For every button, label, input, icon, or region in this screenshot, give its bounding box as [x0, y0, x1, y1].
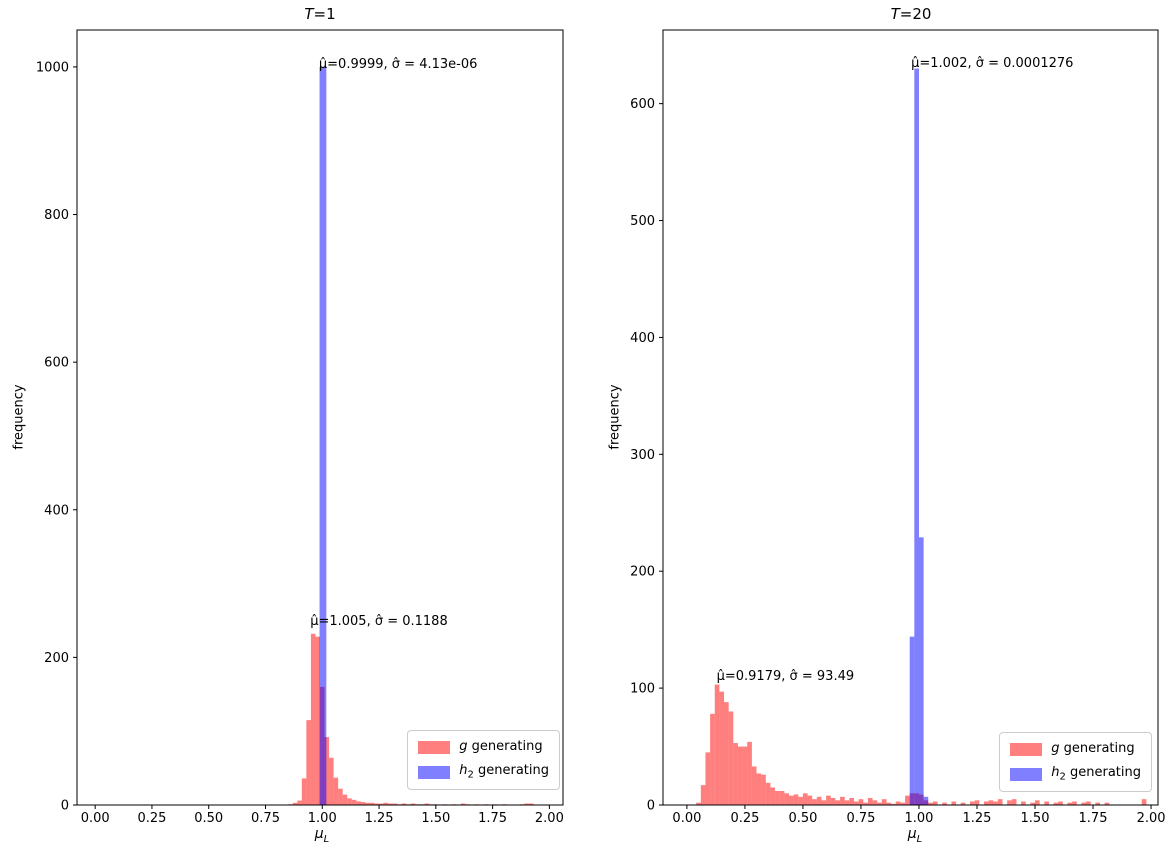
subplot-t20: 0.00 0.25 0.50 0.75 1.00 1.25 1.50 1.75 2.00 0 100…: [585, 0, 1169, 855]
svg-text:300: 300: [630, 448, 655, 463]
svg-text:500: 500: [630, 214, 655, 229]
legend-rest-g: generating: [467, 738, 543, 754]
legend-swatch-g: [418, 741, 451, 755]
plot-title: T=20: [891, 5, 932, 23]
legend-swatch-g: [1010, 743, 1043, 757]
svg-text:800: 800: [44, 208, 69, 223]
y-axis-label: frequency: [11, 384, 27, 450]
annotation-h2-stats: μ̂=1.002, σ̂ = 0.0001276: [911, 56, 1074, 72]
legend-label-g: g generating: [459, 739, 542, 757]
legend-sub-h2: 2: [467, 770, 474, 781]
legend: g generating h2 generating: [407, 729, 560, 790]
y-axis-label: frequency: [607, 384, 623, 450]
legend-rest-g: generating: [1059, 740, 1135, 756]
svg-text:1.00: 1.00: [904, 811, 933, 826]
svg-text:200: 200: [44, 651, 69, 666]
svg-text:400: 400: [630, 331, 655, 346]
annotation-g-stats: μ̂=0.9179, σ̂ = 93.49: [716, 668, 855, 684]
xlabel-symbol: μ: [314, 826, 324, 842]
axes-frame: [76, 29, 564, 806]
legend-symbol-g: g: [459, 738, 468, 754]
svg-text:0.75: 0.75: [251, 811, 280, 826]
legend-item-g-generating: g generating: [418, 739, 549, 757]
svg-text:100: 100: [630, 682, 655, 697]
x-axis-ticks: 0.00 0.25 0.50 0.75 1.00 1.25 1.50 1.75 2.00: [672, 805, 1166, 826]
bars-g-generating: [696, 684, 1147, 805]
legend-rest-h2: generating: [1065, 765, 1141, 781]
legend-swatch-h2: [1010, 767, 1043, 781]
axes-frame: [662, 29, 1159, 806]
y-axis-ticks: 0 100 200 300 400 500 600: [630, 97, 663, 814]
legend-item-h2-generating: h2 generating: [418, 763, 549, 781]
legend-sub-h2: 2: [1059, 772, 1066, 783]
histogram-canvas-t20: 0.00 0.25 0.50 0.75 1.00 1.25 1.50 1.75 2.00 0 100…: [630, 29, 1166, 826]
svg-text:1.00: 1.00: [308, 811, 337, 826]
svg-text:0.50: 0.50: [194, 811, 223, 826]
x-axis-label: μL: [315, 826, 330, 845]
xlabel-subscript: L: [323, 833, 330, 845]
svg-text:0: 0: [647, 799, 655, 814]
legend-swatch-h2: [418, 765, 451, 779]
svg-text:1.25: 1.25: [365, 811, 394, 826]
bars-h2-generating: [909, 68, 929, 805]
legend-label-h2: h2 generating: [1051, 765, 1141, 783]
svg-text:1.75: 1.75: [1079, 811, 1108, 826]
svg-text:0.25: 0.25: [730, 811, 759, 826]
title-math: T: [304, 5, 314, 23]
histogram-canvas-t1: 0.00 0.25 0.50 0.75 1.00 1.25 1.50 1.75 2.00 0 200…: [36, 29, 564, 826]
svg-text:0.75: 0.75: [846, 811, 875, 826]
bars-h2-generating: [319, 66, 327, 805]
xlabel-subscript: L: [916, 833, 923, 845]
legend-symbol-g: g: [1051, 740, 1060, 756]
legend-label-g: g generating: [1051, 741, 1134, 759]
svg-text:400: 400: [44, 503, 69, 518]
legend-symbol-h2: h: [1051, 765, 1060, 781]
legend: g generating h2 generating: [999, 731, 1152, 792]
xlabel-symbol: μ: [907, 826, 917, 842]
legend-item-h2-generating: h2 generating: [1010, 765, 1141, 783]
svg-text:2.00: 2.00: [1137, 811, 1166, 826]
svg-text:200: 200: [630, 565, 655, 580]
plot-title: T=1: [304, 5, 335, 23]
annotation-g-stats: μ̂=1.005, σ̂ = 0.1188: [310, 613, 448, 629]
legend-symbol-h2: h: [459, 763, 468, 779]
svg-text:1.75: 1.75: [478, 811, 507, 826]
svg-text:0.50: 0.50: [788, 811, 817, 826]
svg-text:2.00: 2.00: [535, 811, 564, 826]
svg-text:600: 600: [44, 356, 69, 371]
svg-text:0.00: 0.00: [672, 811, 701, 826]
x-axis-ticks: 0.00 0.25 0.50 0.75 1.00 1.25 1.50 1.75 2.00: [81, 805, 564, 826]
svg-text:1000: 1000: [36, 60, 69, 75]
title-math: T: [890, 5, 900, 23]
svg-text:0: 0: [61, 799, 69, 814]
svg-text:1.50: 1.50: [421, 811, 450, 826]
svg-text:1.25: 1.25: [963, 811, 992, 826]
svg-text:0.00: 0.00: [81, 811, 110, 826]
title-rest: =20: [899, 5, 932, 23]
svg-text:1.50: 1.50: [1021, 811, 1050, 826]
legend-label-h2: h2 generating: [459, 763, 549, 781]
svg-text:0.25: 0.25: [137, 811, 166, 826]
legend-rest-h2: generating: [473, 763, 549, 779]
title-rest: =1: [313, 5, 336, 23]
svg-text:600: 600: [630, 97, 655, 112]
annotation-h2-stats: μ̂=0.9999, σ̂ = 4.13e-06: [318, 56, 478, 72]
subplot-t1: 0.00 0.25 0.50 0.75 1.00 1.25 1.50 1.75 2.00 0 200…: [0, 0, 584, 855]
legend-item-g-generating: g generating: [1010, 741, 1141, 759]
y-axis-ticks: 0 200 400 600 800 1000: [36, 60, 77, 814]
x-axis-label: μL: [908, 826, 923, 845]
